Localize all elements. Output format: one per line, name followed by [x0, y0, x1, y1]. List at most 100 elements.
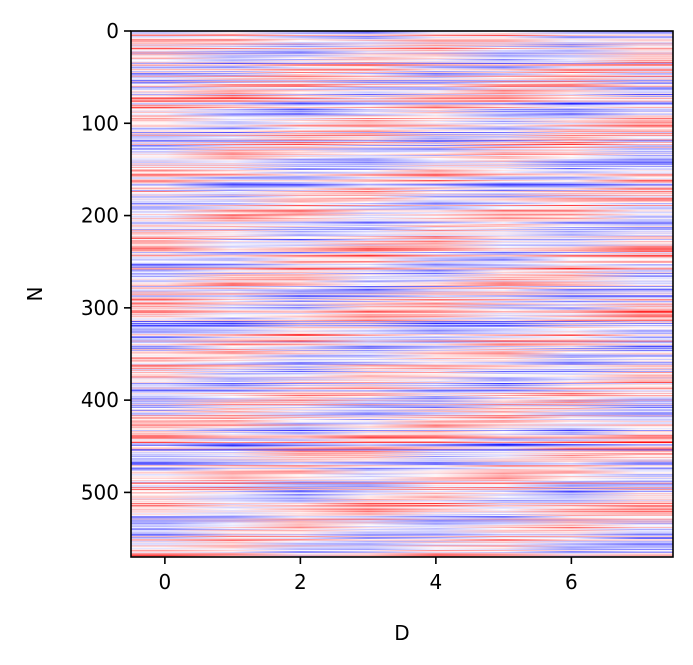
- heatmap-row: [131, 194, 673, 196]
- heatmap-row: [131, 360, 673, 362]
- heatmap-row: [131, 103, 673, 105]
- heatmap-row: [131, 264, 673, 266]
- heatmap-row: [131, 123, 673, 125]
- heatmap-row: [131, 47, 673, 49]
- heatmap-row: [131, 485, 673, 487]
- heatmap-row: [131, 246, 673, 248]
- heatmap-row: [131, 492, 673, 494]
- heatmap-row: [131, 62, 673, 64]
- heatmap-row: [131, 434, 673, 436]
- heatmap-row: [131, 540, 673, 542]
- heatmap-row: [131, 172, 673, 174]
- heatmap-row: [131, 43, 673, 45]
- heatmap-row: [131, 273, 673, 275]
- heatmap-row: [131, 528, 673, 530]
- heatmap-row: [131, 179, 673, 181]
- heatmap-row: [131, 93, 673, 95]
- heatmap-row: [131, 206, 673, 208]
- heatmap-row: [131, 132, 673, 134]
- heatmap-row: [131, 503, 673, 505]
- heatmap-row: [131, 51, 673, 53]
- heatmap-row: [131, 514, 673, 516]
- heatmap-row: [131, 418, 673, 420]
- heatmap-row: [131, 48, 673, 50]
- heatmap-row: [131, 44, 673, 46]
- heatmap-row: [131, 404, 673, 406]
- heatmap-row: [131, 165, 673, 167]
- heatmap-row: [131, 512, 673, 514]
- heatmap-row: [131, 534, 673, 536]
- heatmap-row: [131, 292, 673, 294]
- heatmap-row: [131, 356, 673, 358]
- heatmap-row: [131, 117, 673, 119]
- x-tick-label: 6: [565, 570, 578, 594]
- heatmap-row: [131, 364, 673, 366]
- heatmap-row: [131, 104, 673, 106]
- heatmap-row: [131, 196, 673, 198]
- heatmap-row: [131, 261, 673, 263]
- heatmap-row: [131, 335, 673, 338]
- heatmap-row: [131, 162, 673, 164]
- heatmap-row: [131, 517, 673, 519]
- heatmap-row: [131, 144, 673, 146]
- heatmap-row: [131, 191, 673, 193]
- heatmap-row: [131, 410, 673, 412]
- heatmap-row: [131, 210, 673, 212]
- heatmap-row: [131, 252, 673, 255]
- heatmap-row: [131, 84, 673, 86]
- heatmap-row: [131, 55, 673, 57]
- heatmap-row: [131, 310, 673, 312]
- heatmap-row: [131, 77, 673, 79]
- heatmap-row: [131, 334, 673, 336]
- heatmap-row: [131, 182, 673, 184]
- heatmap-row: [131, 291, 673, 293]
- heatmap-row: [131, 350, 673, 352]
- heatmap-row: [131, 167, 673, 169]
- heatmap-row: [131, 491, 673, 493]
- heatmap-row: [131, 286, 673, 288]
- heatmap-row: [131, 374, 673, 376]
- heatmap-row: [131, 251, 673, 253]
- heatmap-row: [131, 275, 673, 277]
- heatmap-row: [131, 318, 673, 320]
- heatmap-row: [131, 466, 673, 468]
- heatmap-row: [131, 254, 673, 256]
- y-tick-label: 300: [81, 296, 119, 320]
- heatmap-row: [131, 450, 673, 452]
- heatmap-row: [131, 407, 673, 409]
- heatmap-row: [131, 554, 673, 556]
- heatmap-row: [131, 41, 673, 43]
- heatmap-row: [131, 264, 673, 266]
- heatmap-row: [131, 311, 673, 314]
- heatmap-row: [131, 439, 673, 441]
- heatmap-row: [131, 546, 673, 548]
- heatmap-row: [131, 260, 673, 262]
- heatmap-row: [131, 411, 673, 413]
- heatmap-row: [131, 486, 673, 488]
- heatmap-row: [131, 511, 673, 513]
- heatmap-row: [131, 73, 673, 75]
- heatmap-row: [131, 468, 673, 470]
- heatmap-row: [131, 118, 673, 120]
- heatmap-row: [131, 357, 673, 359]
- heatmap-row: [131, 74, 673, 76]
- heatmap-row: [131, 339, 673, 341]
- heatmap-row: [131, 432, 673, 434]
- heatmap-row: [131, 81, 673, 83]
- heatmap-row: [131, 75, 673, 77]
- heatmap-row: [131, 354, 673, 356]
- heatmap-row: [131, 545, 673, 547]
- heatmap-row: [131, 233, 673, 235]
- heatmap-row: [131, 226, 673, 228]
- heatmap-row: [131, 535, 673, 537]
- heatmap-row: [131, 298, 673, 300]
- heatmap-row: [131, 543, 673, 545]
- heatmap-row: [131, 527, 673, 529]
- heatmap-row: [131, 229, 673, 231]
- heatmap-row: [131, 329, 673, 331]
- heatmap-row: [131, 430, 673, 432]
- heatmap-row: [131, 61, 673, 63]
- heatmap-row: [131, 256, 673, 258]
- heatmap-row: [131, 306, 673, 308]
